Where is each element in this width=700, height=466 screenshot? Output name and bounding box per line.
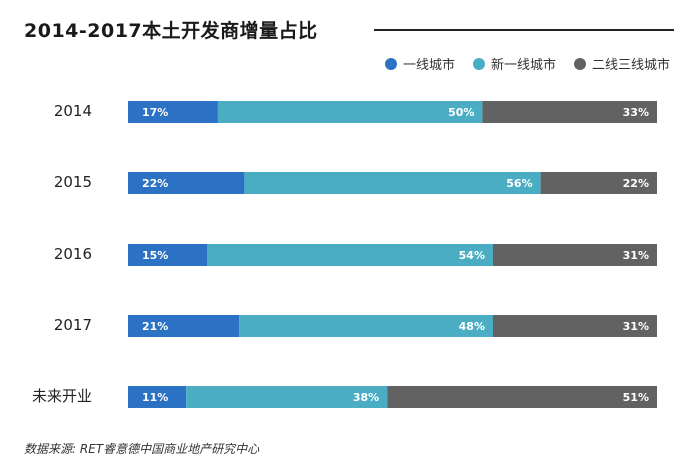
data-label-tier1: 22% — [142, 177, 168, 190]
data-label-new-tier1: 56% — [506, 177, 532, 190]
bar-segment-tier23 — [493, 315, 657, 337]
data-label-tier23: 31% — [623, 320, 649, 333]
bar-segment-new-tier1 — [186, 386, 388, 408]
data-label-tier23: 33% — [623, 106, 649, 119]
category-label: 2017 — [54, 316, 92, 334]
data-label-tier23: 51% — [623, 391, 649, 404]
bar-segment-tier1 — [128, 315, 240, 337]
title-divider — [374, 29, 674, 31]
bar-segment-new-tier1 — [239, 315, 494, 337]
legend-swatch-tier23 — [573, 57, 586, 70]
category-label: 2014 — [54, 102, 92, 120]
bar-segment-tier1 — [128, 244, 208, 266]
category-label: 2015 — [54, 173, 92, 191]
legend-swatch-tier1 — [384, 57, 397, 70]
data-source-note: 数据来源: RET睿意德中国商业地产研究中心 — [24, 442, 260, 456]
bar-segment-tier23 — [493, 244, 657, 266]
data-label-tier1: 21% — [142, 320, 168, 333]
bar-segment-new-tier1 — [217, 101, 483, 123]
data-label-new-tier1: 48% — [459, 320, 485, 333]
bar-segment-tier1 — [128, 386, 187, 408]
bar-segment-tier23 — [540, 172, 657, 194]
category-label: 2016 — [54, 245, 92, 263]
legend-label-new-tier1: 新一线城市 — [490, 58, 556, 73]
legend: 一线城市 新一线城市 二线三线城市 — [384, 54, 670, 73]
legend-item-tier23: 二线三线城市 — [573, 54, 670, 73]
bar-segment-new-tier1 — [207, 244, 494, 266]
data-label-tier1: 15% — [142, 249, 168, 262]
legend-label-tier23: 二线三线城市 — [591, 58, 670, 73]
legend-swatch-new-tier1 — [472, 57, 485, 70]
bar-segment-tier1 — [128, 101, 218, 123]
chart-title: 2014-2017本土开发商增量占比 — [24, 20, 318, 42]
data-label-new-tier1: 38% — [353, 391, 379, 404]
category-label: 未来开业 — [32, 387, 92, 405]
data-label-tier1: 11% — [142, 391, 168, 404]
legend-label-tier1: 一线城市 — [402, 58, 455, 73]
bar-segment-tier23 — [482, 101, 657, 123]
data-label-tier23: 31% — [623, 249, 649, 262]
bar-segment-new-tier1 — [244, 172, 541, 194]
data-label-new-tier1: 50% — [448, 106, 474, 119]
legend-item-new-tier1: 新一线城市 — [472, 54, 556, 73]
bar-segment-tier23 — [387, 386, 657, 408]
legend-item-tier1: 一线城市 — [384, 54, 455, 73]
data-label-tier1: 17% — [142, 106, 168, 119]
bar-segment-tier1 — [128, 172, 245, 194]
data-label-tier23: 22% — [623, 177, 649, 190]
data-label-new-tier1: 54% — [459, 249, 485, 262]
